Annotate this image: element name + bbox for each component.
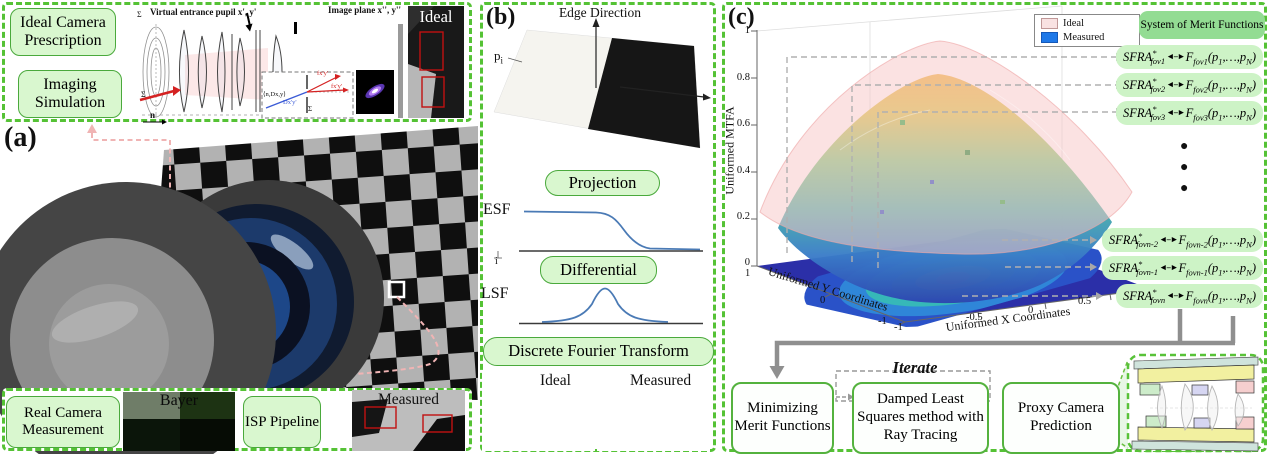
- entrance-pupil-icon: [142, 24, 170, 120]
- z-axis-label: Uniformed MTFA: [722, 106, 737, 195]
- ideal-image-patch: [408, 6, 464, 118]
- surface-legend: Ideal Measured: [1034, 14, 1140, 47]
- esf-index-label: i: [495, 256, 498, 267]
- isp-pipeline-box: ISP Pipeline: [243, 396, 321, 448]
- image-plane-bar: [398, 24, 403, 118]
- ytick: -1: [878, 316, 887, 327]
- ideal-camera-prescription-box: Ideal Camera Prescription: [10, 8, 116, 56]
- measured-image-patch: [352, 390, 465, 451]
- imaging-simulation-label: Imaging Simulation: [34, 76, 106, 111]
- xtick: 0: [1028, 305, 1034, 316]
- merit-equation-fovn-1: SFRA*fovn-1◄--►Ffovn-1(p1,…,pN): [1101, 256, 1263, 280]
- sigma-symbol: Σ: [308, 105, 313, 113]
- panel-c-label: (c): [728, 4, 755, 30]
- esf-label: ESF: [483, 201, 511, 218]
- ztick: 1: [744, 25, 750, 36]
- proxy-camera-prediction-box: Proxy Camera Prediction: [1002, 382, 1120, 454]
- legend-measured-row: Measured: [1041, 32, 1133, 43]
- esf-plot: [494, 210, 703, 259]
- proxy-lens-icon: [1115, 353, 1265, 453]
- merit-equation-fovn: SFRA*fovn◄--►Ffovn(p1,…,pN): [1116, 284, 1263, 308]
- pixel-pi-label: pi: [494, 48, 504, 66]
- imaging-simulation-box: Imaging Simulation: [18, 70, 122, 118]
- slanted-edge-plane: [493, 18, 711, 149]
- legend-measured-label: Measured: [1063, 32, 1105, 43]
- ideal-surface: [759, 40, 1133, 255]
- measured-patch-label: Measured: [377, 391, 440, 408]
- mtfa-3d-plot: [751, 5, 1151, 328]
- axis-n-label: n: [150, 110, 156, 120]
- mtf-ideal-label: Ideal: [540, 372, 571, 389]
- real-camera-measurement-box: Real Camera Measurement: [6, 396, 120, 448]
- bayer-patch: [123, 392, 235, 451]
- xtick: 0.5: [1078, 296, 1092, 307]
- merit-equation-fov3: SFRA*fov3◄--►Ffov3(p1,…,pN): [1116, 101, 1263, 125]
- merit-equation-fovn-2: SFRA*fovn-2◄--►Ffovn-2(p1,…,pN): [1101, 228, 1263, 252]
- sigma-symbol: Σ: [137, 10, 142, 19]
- lsf-label: LSF: [481, 285, 509, 302]
- xtick: -1: [894, 322, 903, 333]
- legend-ideal-row: Ideal: [1041, 18, 1133, 29]
- lens-icon-elements: [1157, 383, 1245, 432]
- ytick: 0: [820, 295, 826, 306]
- merit-equation-fov2: SFRA*fov2◄--►Ffov2(p1,…,pN): [1116, 73, 1263, 97]
- ztick: 0.4: [736, 165, 750, 176]
- inset-nd-label: ⟨n,Dx,y⟩: [263, 91, 286, 98]
- minimizing-merit-functions-box: Minimizing Merit Functions: [731, 382, 834, 454]
- real-camera-measurement-label: Real Camera Measurement: [22, 405, 104, 438]
- dft-step: Discrete Fourier Transform: [483, 337, 714, 366]
- damped-least-squares-box: Damped Least Squares method with Ray Tra…: [852, 382, 989, 454]
- merit-functions-header: System of Merit Functions: [1139, 11, 1265, 39]
- guide-dashes: [786, 56, 1116, 297]
- ideal-surface-highlights: [839, 89, 1071, 161]
- iterate-label: Iterate: [892, 358, 938, 377]
- roi-highlight-square: [387, 280, 406, 299]
- inset-f-label: fx'y': [331, 83, 343, 90]
- xtick: -0.5: [966, 312, 983, 323]
- ideal-camera-prescription-label: Ideal Camera Prescription: [20, 14, 106, 49]
- entrance-pupil-caption: Virtual entrance pupil x', y': [150, 7, 257, 17]
- measured-swatch: [1041, 32, 1058, 43]
- lsf-plot: [519, 287, 703, 325]
- sigma-symbol: Σ: [141, 90, 146, 99]
- feedback-path: [769, 309, 1236, 379]
- ztick: 0.2: [736, 211, 750, 222]
- panel-b-label: (b): [486, 4, 516, 30]
- merit-equation-fov1: SFRA*fov1◄--►Ffov1(p1,…,pN): [1116, 45, 1263, 69]
- differential-step: Differential: [540, 256, 657, 284]
- psf-patch: [356, 70, 394, 114]
- lens-raytrace-diagram: [139, 6, 464, 125]
- inset-f-label: fx'y': [317, 70, 329, 77]
- lens-mount-pads: [1139, 380, 1255, 430]
- mtf-plots: [482, 372, 710, 451]
- ideal-swatch: [1041, 18, 1058, 29]
- edge-direction-label: Edge Direction: [558, 5, 642, 20]
- ray-aiming-inset: [261, 71, 354, 119]
- isp-pipeline-label: ISP Pipeline: [244, 413, 320, 430]
- ideal-patch-label: Ideal: [419, 7, 453, 26]
- ytick: 1: [745, 268, 751, 279]
- legend-ideal-label: Ideal: [1063, 18, 1084, 29]
- bayer-patch-label: Bayer: [159, 392, 199, 409]
- panel-a-label: (a): [4, 122, 37, 153]
- inset-d-label: Dx'y': [283, 99, 297, 106]
- ztick: 0.6: [736, 118, 750, 129]
- image-plane-caption: Image plane x'', y'': [328, 5, 402, 15]
- equation-ellipsis: ● ● ●: [1180, 139, 1189, 196]
- ztick: 0.8: [736, 72, 750, 83]
- projection-step: Projection: [545, 170, 660, 196]
- mtf-measured-label: Measured: [630, 372, 692, 389]
- ztick: 0: [744, 257, 750, 268]
- plot-axes: [751, 30, 1151, 326]
